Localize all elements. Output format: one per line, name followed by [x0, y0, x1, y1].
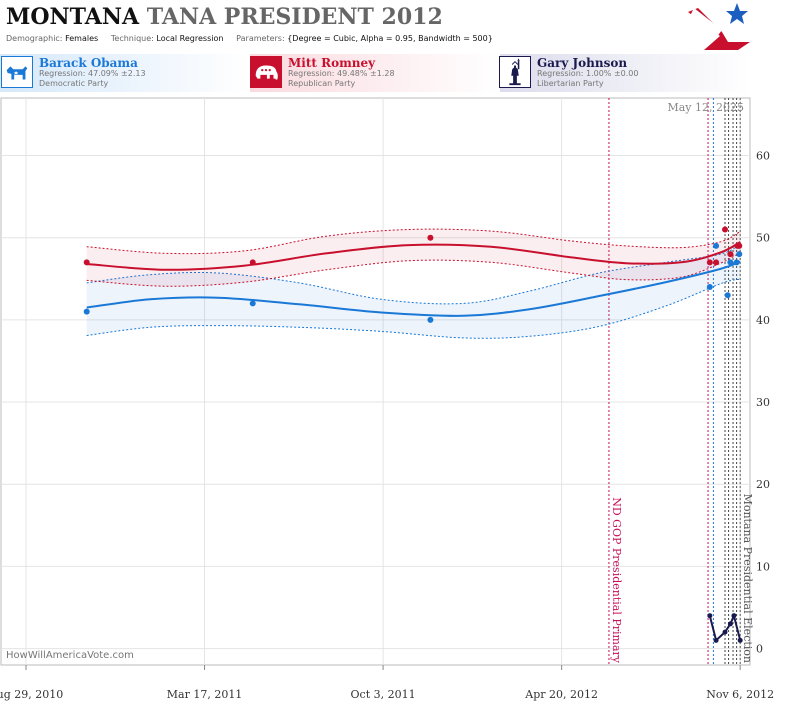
data-point [736, 242, 743, 249]
parameters-value: {Degree = Cubic, Alpha = 0.95, Bandwidth… [287, 34, 493, 43]
y-tick-label: 0 [756, 643, 763, 656]
data-point [722, 226, 729, 233]
page-title: MONTANA TANA PRESIDENT 2012 [6, 4, 443, 30]
technique-value: Local Regression [156, 34, 224, 43]
candidate-party: Libertarian Party [537, 79, 604, 88]
x-tick-label: Apr 20, 2012 [524, 688, 598, 701]
y-tick-label: 60 [756, 150, 770, 163]
band-lower-line [86, 278, 741, 339]
data-point [727, 621, 733, 627]
event-label: Montana Presidential Election [741, 494, 754, 663]
date-stamp: May 12, 2025 [667, 101, 744, 114]
data-point [706, 284, 713, 290]
data-point [427, 234, 434, 241]
band-upper-line [86, 228, 741, 255]
data-point [249, 259, 256, 266]
data-point [706, 259, 713, 266]
band-upper-line [86, 243, 741, 305]
band-lower-line [86, 252, 741, 287]
technique-label: Technique: [110, 34, 154, 43]
data-point [731, 613, 737, 619]
event-label: ND GOP Presidential Primary [610, 497, 623, 664]
candidate-obama: Barack Obama Regression: 47.09% ±2.13 De… [1, 54, 246, 92]
data-point [733, 259, 740, 266]
y-tick-label: 10 [756, 560, 770, 573]
data-point [427, 316, 434, 323]
data-point [707, 613, 713, 619]
candidate-johnson: Gary Johnson Regression: 1.00% ±0.00 Lib… [499, 54, 744, 92]
data-point [722, 629, 728, 635]
candidate-name: Barack Obama [39, 56, 138, 70]
y-tick-label: 30 [756, 396, 770, 409]
candidate-regression: Regression: 47.09% ±2.13 [39, 69, 146, 78]
confidence-band [86, 244, 741, 339]
candidate-name: Mitt Romney [288, 56, 376, 70]
candidate-name: Gary Johnson [537, 56, 628, 70]
x-tick-label: Nov 6, 2012 [706, 688, 774, 701]
candidate-bar-background [0, 54, 750, 92]
candidate-romney: Mitt Romney Regression: 49.48% ±1.28 Rep… [250, 54, 495, 92]
data-point [83, 308, 90, 315]
candidate-regression: Regression: 1.00% ±0.00 [537, 69, 639, 78]
data-point [713, 242, 720, 249]
data-point [737, 637, 743, 643]
title-state: MONTANA [6, 4, 140, 30]
confidence-band [86, 229, 741, 287]
donkey-icon [1, 56, 33, 88]
x-tick-label: Aug 29, 2010 [0, 688, 63, 701]
site-logo-icon [688, 3, 750, 50]
watermark: HowWillAmericaVote.com [6, 650, 134, 661]
x-tick-label: Oct 3, 2011 [351, 688, 416, 701]
title-rest: TANA PRESIDENT 2012 [146, 4, 443, 30]
plot-area [0, 97, 751, 666]
elephant-icon [250, 56, 282, 88]
data-point [724, 292, 731, 299]
data-point [713, 637, 719, 643]
candidate-bar: Barack Obama Regression: 47.09% ±2.13 De… [0, 54, 750, 92]
trend-line [708, 612, 742, 643]
data-point [713, 259, 720, 266]
statue-of-liberty-icon [499, 56, 531, 88]
data-point [736, 251, 743, 258]
data-point [83, 259, 90, 266]
x-tick-label: Mar 17, 2011 [167, 688, 243, 701]
candidate-party: Republican Party [288, 79, 356, 88]
data-point [249, 300, 256, 307]
trend-line [86, 260, 741, 317]
parameters-line: Demographic: Females Technique: Local Re… [6, 34, 493, 43]
candidate-party: Democratic Party [39, 79, 109, 88]
data-point [727, 251, 734, 258]
header: MONTANA TANA PRESIDENT 2012 Demographic:… [0, 0, 789, 52]
y-tick-label: 20 [756, 478, 770, 491]
demographic-label: Demographic: [6, 34, 63, 43]
y-tick-label: 50 [756, 232, 770, 245]
trend-line [86, 241, 741, 271]
candidate-regression: Regression: 49.48% ±1.28 [288, 69, 395, 78]
parameters-label: Parameters: [236, 34, 285, 43]
demographic-value: Females [65, 34, 99, 43]
data-point [727, 259, 734, 266]
y-tick-label: 40 [756, 314, 770, 327]
